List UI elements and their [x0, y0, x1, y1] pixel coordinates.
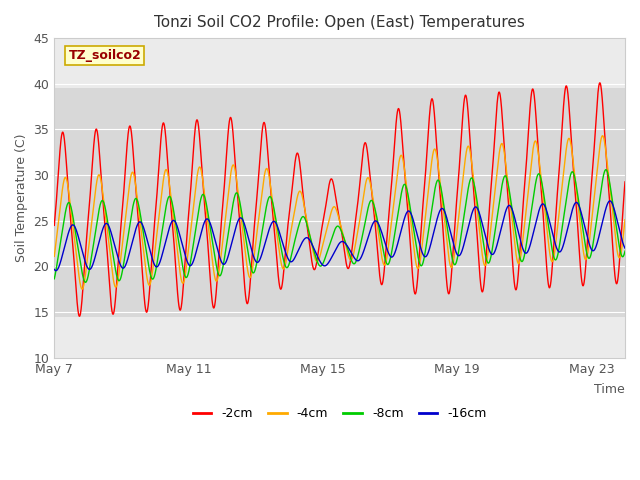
Y-axis label: Soil Temperature (C): Soil Temperature (C)	[15, 134, 28, 262]
Bar	[54, 88, 625, 317]
Title: Tonzi Soil CO2 Profile: Open (East) Temperatures: Tonzi Soil CO2 Profile: Open (East) Temp…	[154, 15, 525, 30]
Legend: -2cm, -4cm, -8cm, -16cm: -2cm, -4cm, -8cm, -16cm	[188, 402, 492, 425]
Text: Time: Time	[595, 384, 625, 396]
Text: TZ_soilco2: TZ_soilco2	[68, 49, 141, 62]
